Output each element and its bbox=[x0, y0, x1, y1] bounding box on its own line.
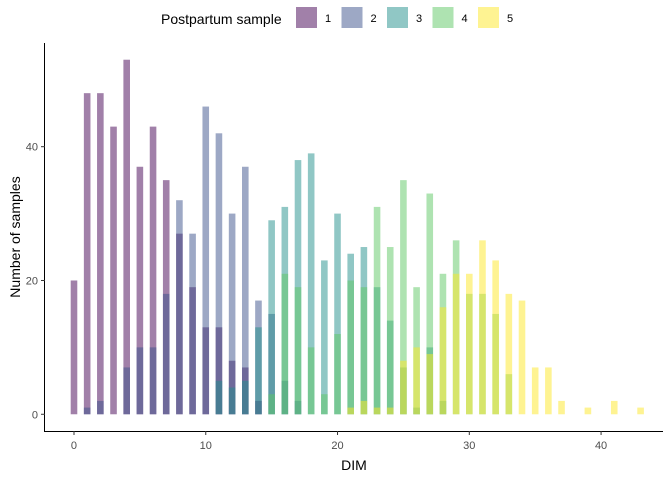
bar-series-5-dim-43 bbox=[637, 407, 644, 415]
bar-series-4-dim-17 bbox=[294, 287, 302, 415]
x-axis-title: DIM bbox=[341, 457, 367, 473]
ticks: 0 10 20 30 40 0 20 40 bbox=[26, 142, 607, 452]
bar-series-2-dim-5 bbox=[136, 347, 144, 415]
legend-label-2: 2 bbox=[371, 13, 377, 25]
y-axis-title: Number of samples bbox=[7, 176, 23, 297]
legend: Postpartum sample 1 2 3 4 5 bbox=[161, 7, 513, 28]
y-tick-label-20: 20 bbox=[26, 275, 38, 287]
bar-series-5-dim-39 bbox=[584, 407, 592, 415]
legend-label-3: 3 bbox=[416, 13, 422, 25]
bar-series-5-dim-41 bbox=[610, 400, 618, 415]
bar-series-1-dim-5 bbox=[136, 166, 144, 415]
y-tick-label-0: 0 bbox=[32, 409, 38, 421]
bar-series-4-dim-19 bbox=[321, 394, 328, 415]
bar-series-3-dim-20 bbox=[334, 213, 341, 415]
x-tick-label-20: 20 bbox=[331, 440, 343, 452]
bar-series-2-dim-2 bbox=[97, 400, 104, 415]
bar-series-5-dim-32 bbox=[492, 260, 499, 415]
bar-series-5-dim-23 bbox=[373, 407, 381, 415]
legend-key-1 bbox=[296, 7, 317, 28]
bar-series-4-dim-24 bbox=[386, 247, 394, 415]
x-tick-label-40: 40 bbox=[595, 440, 607, 452]
legend-key-4 bbox=[432, 7, 454, 28]
bar-series-3-dim-15 bbox=[268, 220, 275, 415]
bar-series-1-dim-4 bbox=[123, 59, 130, 415]
bar-series-1-dim-0 bbox=[70, 280, 78, 415]
bar-series-4-dim-23 bbox=[373, 206, 381, 415]
bar-series-3-dim-13 bbox=[242, 380, 249, 415]
bar-series-5-dim-28 bbox=[439, 307, 447, 415]
bar-series-2-dim-11 bbox=[215, 133, 223, 415]
bar-series-2-dim-1 bbox=[83, 407, 91, 415]
bar-series-4-dim-18 bbox=[307, 347, 315, 415]
bar-series-5-dim-26 bbox=[413, 347, 420, 415]
bar-series-5-dim-35 bbox=[531, 367, 539, 415]
legend-label-5: 5 bbox=[507, 13, 513, 25]
legend-label-1: 1 bbox=[325, 13, 331, 25]
x-tick-label-30: 30 bbox=[463, 440, 475, 452]
bar-series-4-dim-16 bbox=[281, 273, 289, 415]
legend-title: Postpartum sample bbox=[161, 11, 282, 27]
bar-series-3-dim-12 bbox=[228, 387, 236, 415]
bar-series-2-dim-8 bbox=[176, 200, 183, 415]
bar-series-5-dim-21 bbox=[347, 407, 354, 415]
bar-series-2-dim-13 bbox=[242, 166, 249, 415]
bar-series-4-dim-22 bbox=[360, 287, 368, 415]
bar-series-5-dim-22 bbox=[360, 400, 368, 415]
bar-series-2-dim-12 bbox=[228, 213, 236, 415]
bar-series-4-dim-15 bbox=[268, 394, 275, 415]
legend-key-3 bbox=[387, 7, 408, 28]
bar-series-5-dim-24 bbox=[386, 407, 394, 415]
legend-key-2 bbox=[341, 7, 363, 28]
bar-series-1-dim-6 bbox=[149, 126, 157, 415]
bar-series-3-dim-18 bbox=[307, 153, 315, 415]
bar-series-3-dim-11 bbox=[215, 380, 223, 415]
bar-series-5-dim-34 bbox=[518, 300, 526, 415]
bar-series-2-dim-6 bbox=[149, 347, 157, 415]
y-tick-label-40: 40 bbox=[26, 142, 38, 154]
bar-series-5-dim-37 bbox=[558, 400, 565, 415]
bar-series-1-dim-2 bbox=[97, 93, 104, 415]
bar-series-5-dim-30 bbox=[466, 273, 473, 415]
x-tick-label-0: 0 bbox=[71, 440, 77, 452]
bar-series-5-dim-31 bbox=[479, 240, 486, 415]
bar-series-4-dim-25 bbox=[400, 180, 407, 415]
bar-series-2-dim-4 bbox=[123, 367, 130, 415]
bar-series-5-dim-33 bbox=[505, 293, 513, 415]
bar-series-2-dim-9 bbox=[189, 233, 196, 415]
legend-key-5 bbox=[478, 7, 499, 28]
bar-series-4-dim-20 bbox=[334, 334, 341, 415]
bar-series-4-dim-21 bbox=[347, 280, 354, 415]
axes bbox=[44, 43, 663, 432]
bars bbox=[70, 59, 644, 415]
bar-series-5-dim-27 bbox=[426, 354, 434, 415]
bar-series-2-dim-10 bbox=[202, 106, 210, 415]
bar-series-5-dim-25 bbox=[400, 360, 407, 415]
bar-series-3-dim-14 bbox=[255, 327, 262, 415]
x-tick-label-10: 10 bbox=[200, 440, 212, 452]
bar-series-2-dim-7 bbox=[162, 293, 170, 415]
bar-series-5-dim-36 bbox=[545, 367, 552, 415]
bar-series-5-dim-29 bbox=[452, 273, 460, 415]
bar-series-1-dim-3 bbox=[110, 126, 117, 415]
bar-series-3-dim-19 bbox=[321, 260, 328, 415]
bar-series-4-dim-27 bbox=[426, 193, 434, 415]
bar-series-1-dim-1 bbox=[83, 93, 91, 415]
legend-label-4: 4 bbox=[462, 13, 468, 25]
